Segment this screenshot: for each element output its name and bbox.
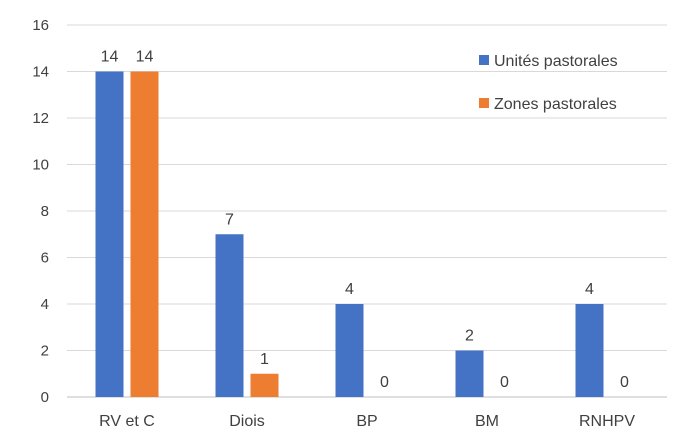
y-tick-label: 10	[32, 157, 49, 174]
legend-label-zones-pastorales: Zones pastorales	[494, 96, 617, 113]
data-label: 1	[260, 351, 269, 368]
x-axis: RV et C Diois BP BM RNHPV	[99, 413, 635, 430]
data-label: 0	[620, 374, 629, 391]
y-axis: 0 2 4 6 8 10 12 14 16	[32, 17, 49, 406]
legend-marker-zones-pastorales	[479, 98, 489, 108]
x-tick-label: RV et C	[99, 413, 155, 430]
bar-unites-pastorales	[575, 304, 604, 397]
x-tick-label: BM	[475, 413, 499, 430]
data-label: 4	[345, 281, 354, 298]
data-label: 14	[136, 49, 154, 66]
bar-unites-pastorales	[455, 350, 484, 397]
bar-unites-pastorales	[215, 234, 244, 397]
data-label: 4	[585, 281, 594, 298]
y-tick-label: 2	[41, 343, 49, 360]
gridlines	[67, 24, 667, 398]
y-tick-label: 16	[32, 17, 49, 34]
data-label: 0	[380, 374, 389, 391]
data-label: 2	[465, 328, 474, 345]
bar-zones-pastorales	[130, 71, 159, 397]
y-tick-label: 12	[32, 110, 49, 127]
legend-label-unites-pastorales: Unités pastorales	[494, 53, 618, 70]
y-tick-label: 6	[41, 250, 49, 267]
x-tick-label: BP	[356, 413, 377, 430]
x-tick-label: RNHPV	[579, 413, 635, 430]
x-tick-label: Diois	[229, 413, 265, 430]
bar-unites-pastorales	[95, 71, 124, 397]
data-label: 14	[101, 49, 119, 66]
y-tick-label: 4	[41, 296, 49, 313]
y-tick-label: 14	[32, 64, 49, 81]
data-label: 7	[225, 211, 234, 228]
bar-unites-pastorales	[335, 304, 364, 397]
bar-zones-pastorales	[250, 373, 279, 397]
bars	[95, 71, 604, 397]
y-tick-label: 8	[41, 203, 49, 220]
legend-marker-unites-pastorales	[479, 55, 489, 65]
data-label: 0	[500, 374, 509, 391]
legend: Unités pastorales Zones pastorales	[479, 53, 618, 113]
y-tick-label: 0	[41, 389, 49, 406]
